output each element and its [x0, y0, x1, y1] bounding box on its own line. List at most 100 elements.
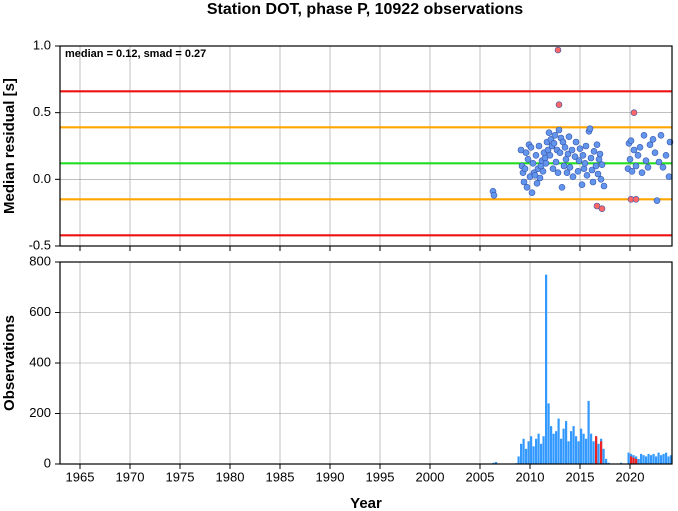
data-point: [569, 173, 577, 180]
histogram-bar: [492, 462, 495, 464]
data-point: [574, 168, 582, 175]
x-tick-label: 1965: [66, 469, 95, 484]
histogram-bar: [592, 441, 595, 464]
y-tick-label: -0.5: [29, 237, 51, 252]
data-point: [657, 132, 665, 139]
data-point: [550, 140, 558, 147]
data-point: [626, 156, 634, 163]
histogram-bar: [637, 458, 640, 464]
data-point: [598, 161, 606, 168]
data-point: [551, 132, 559, 139]
data-point: [535, 142, 543, 150]
x-tick-label: 1995: [366, 469, 395, 484]
data-point: [590, 148, 598, 155]
data-point: [638, 169, 646, 176]
data-point: [560, 162, 568, 170]
y-tick-label: 800: [29, 253, 51, 268]
histogram-bar: [525, 448, 528, 464]
histogram-bar: [657, 452, 660, 464]
histogram-bar: [665, 452, 668, 464]
histogram-bar: [670, 455, 673, 464]
data-point: [634, 152, 642, 159]
data-point: [532, 152, 540, 159]
histogram-bar: [605, 458, 608, 464]
histogram-bar: [582, 433, 585, 464]
data-point: [565, 133, 573, 140]
data-point: [646, 141, 654, 148]
data-point: [528, 189, 536, 196]
histogram-bar: [557, 418, 560, 464]
data-point: [527, 144, 535, 151]
data-point: [632, 196, 640, 203]
data-point: [524, 156, 532, 163]
data-point: [595, 156, 603, 163]
x-tick-label: 2020: [616, 469, 645, 484]
histogram-bar: [580, 428, 583, 464]
histogram-bar: [565, 421, 568, 464]
data-point: [554, 169, 562, 176]
histogram-bar: [577, 441, 580, 464]
data-point: [593, 202, 601, 210]
data-point: [655, 158, 663, 166]
data-point: [596, 150, 604, 158]
y-tick-label: 0.5: [33, 104, 51, 119]
data-point: [571, 153, 579, 160]
data-point: [555, 126, 563, 134]
data-point: [546, 152, 554, 159]
histogram-bar: [587, 400, 590, 464]
data-point: [564, 150, 572, 158]
data-point: [594, 170, 602, 178]
data-point: [589, 178, 597, 186]
data-point: [581, 160, 589, 167]
data-point: [640, 132, 648, 139]
data-point: [572, 138, 580, 146]
data-point: [662, 152, 670, 159]
data-point: [597, 176, 605, 183]
y-tick-label: 1.0: [33, 37, 51, 52]
histogram-bar: [522, 438, 525, 464]
data-point: [644, 164, 652, 171]
annotation: median = 0.12, smad = 0.27: [65, 48, 206, 60]
histogram-bar: [550, 426, 553, 464]
data-point: [531, 172, 539, 179]
x-tick-label: 1970: [116, 469, 145, 484]
data-point: [556, 149, 564, 156]
data-point: [520, 178, 528, 186]
histogram-bar: [640, 453, 643, 464]
data-point: [522, 149, 530, 156]
data-point: [649, 136, 657, 143]
histogram-bar: [655, 456, 658, 464]
histogram-bar: [642, 455, 645, 464]
data-point: [549, 165, 557, 172]
x-tick-label: 1975: [166, 469, 195, 484]
data-point: [558, 184, 566, 191]
data-point: [627, 137, 635, 144]
data-point: [561, 144, 569, 151]
data-point: [555, 101, 563, 108]
x-tick-label: 2005: [466, 469, 495, 484]
histogram-bar: [532, 446, 535, 464]
data-point: [575, 157, 583, 164]
histogram-bar: [570, 431, 573, 464]
histogram-bar: [635, 458, 638, 464]
histogram-bar: [597, 443, 600, 464]
x-tick-label: 2010: [516, 469, 545, 484]
data-point: [576, 145, 584, 152]
data-point: [529, 160, 537, 167]
histogram-bar: [547, 403, 550, 464]
data-point: [598, 205, 606, 212]
histogram-bar: [660, 455, 663, 464]
x-tick-label: 1985: [266, 469, 295, 484]
y-tick-label: 0.0: [33, 171, 51, 186]
histogram-bar: [530, 436, 533, 464]
data-point: [636, 144, 644, 151]
y-tick-label: 600: [29, 304, 51, 319]
data-point: [659, 164, 667, 171]
histogram-bar: [607, 462, 610, 464]
data-point: [632, 162, 640, 170]
data-point: [552, 158, 560, 166]
data-point: [587, 154, 595, 162]
data-point: [542, 160, 550, 167]
x-tick-label: 2015: [566, 469, 595, 484]
